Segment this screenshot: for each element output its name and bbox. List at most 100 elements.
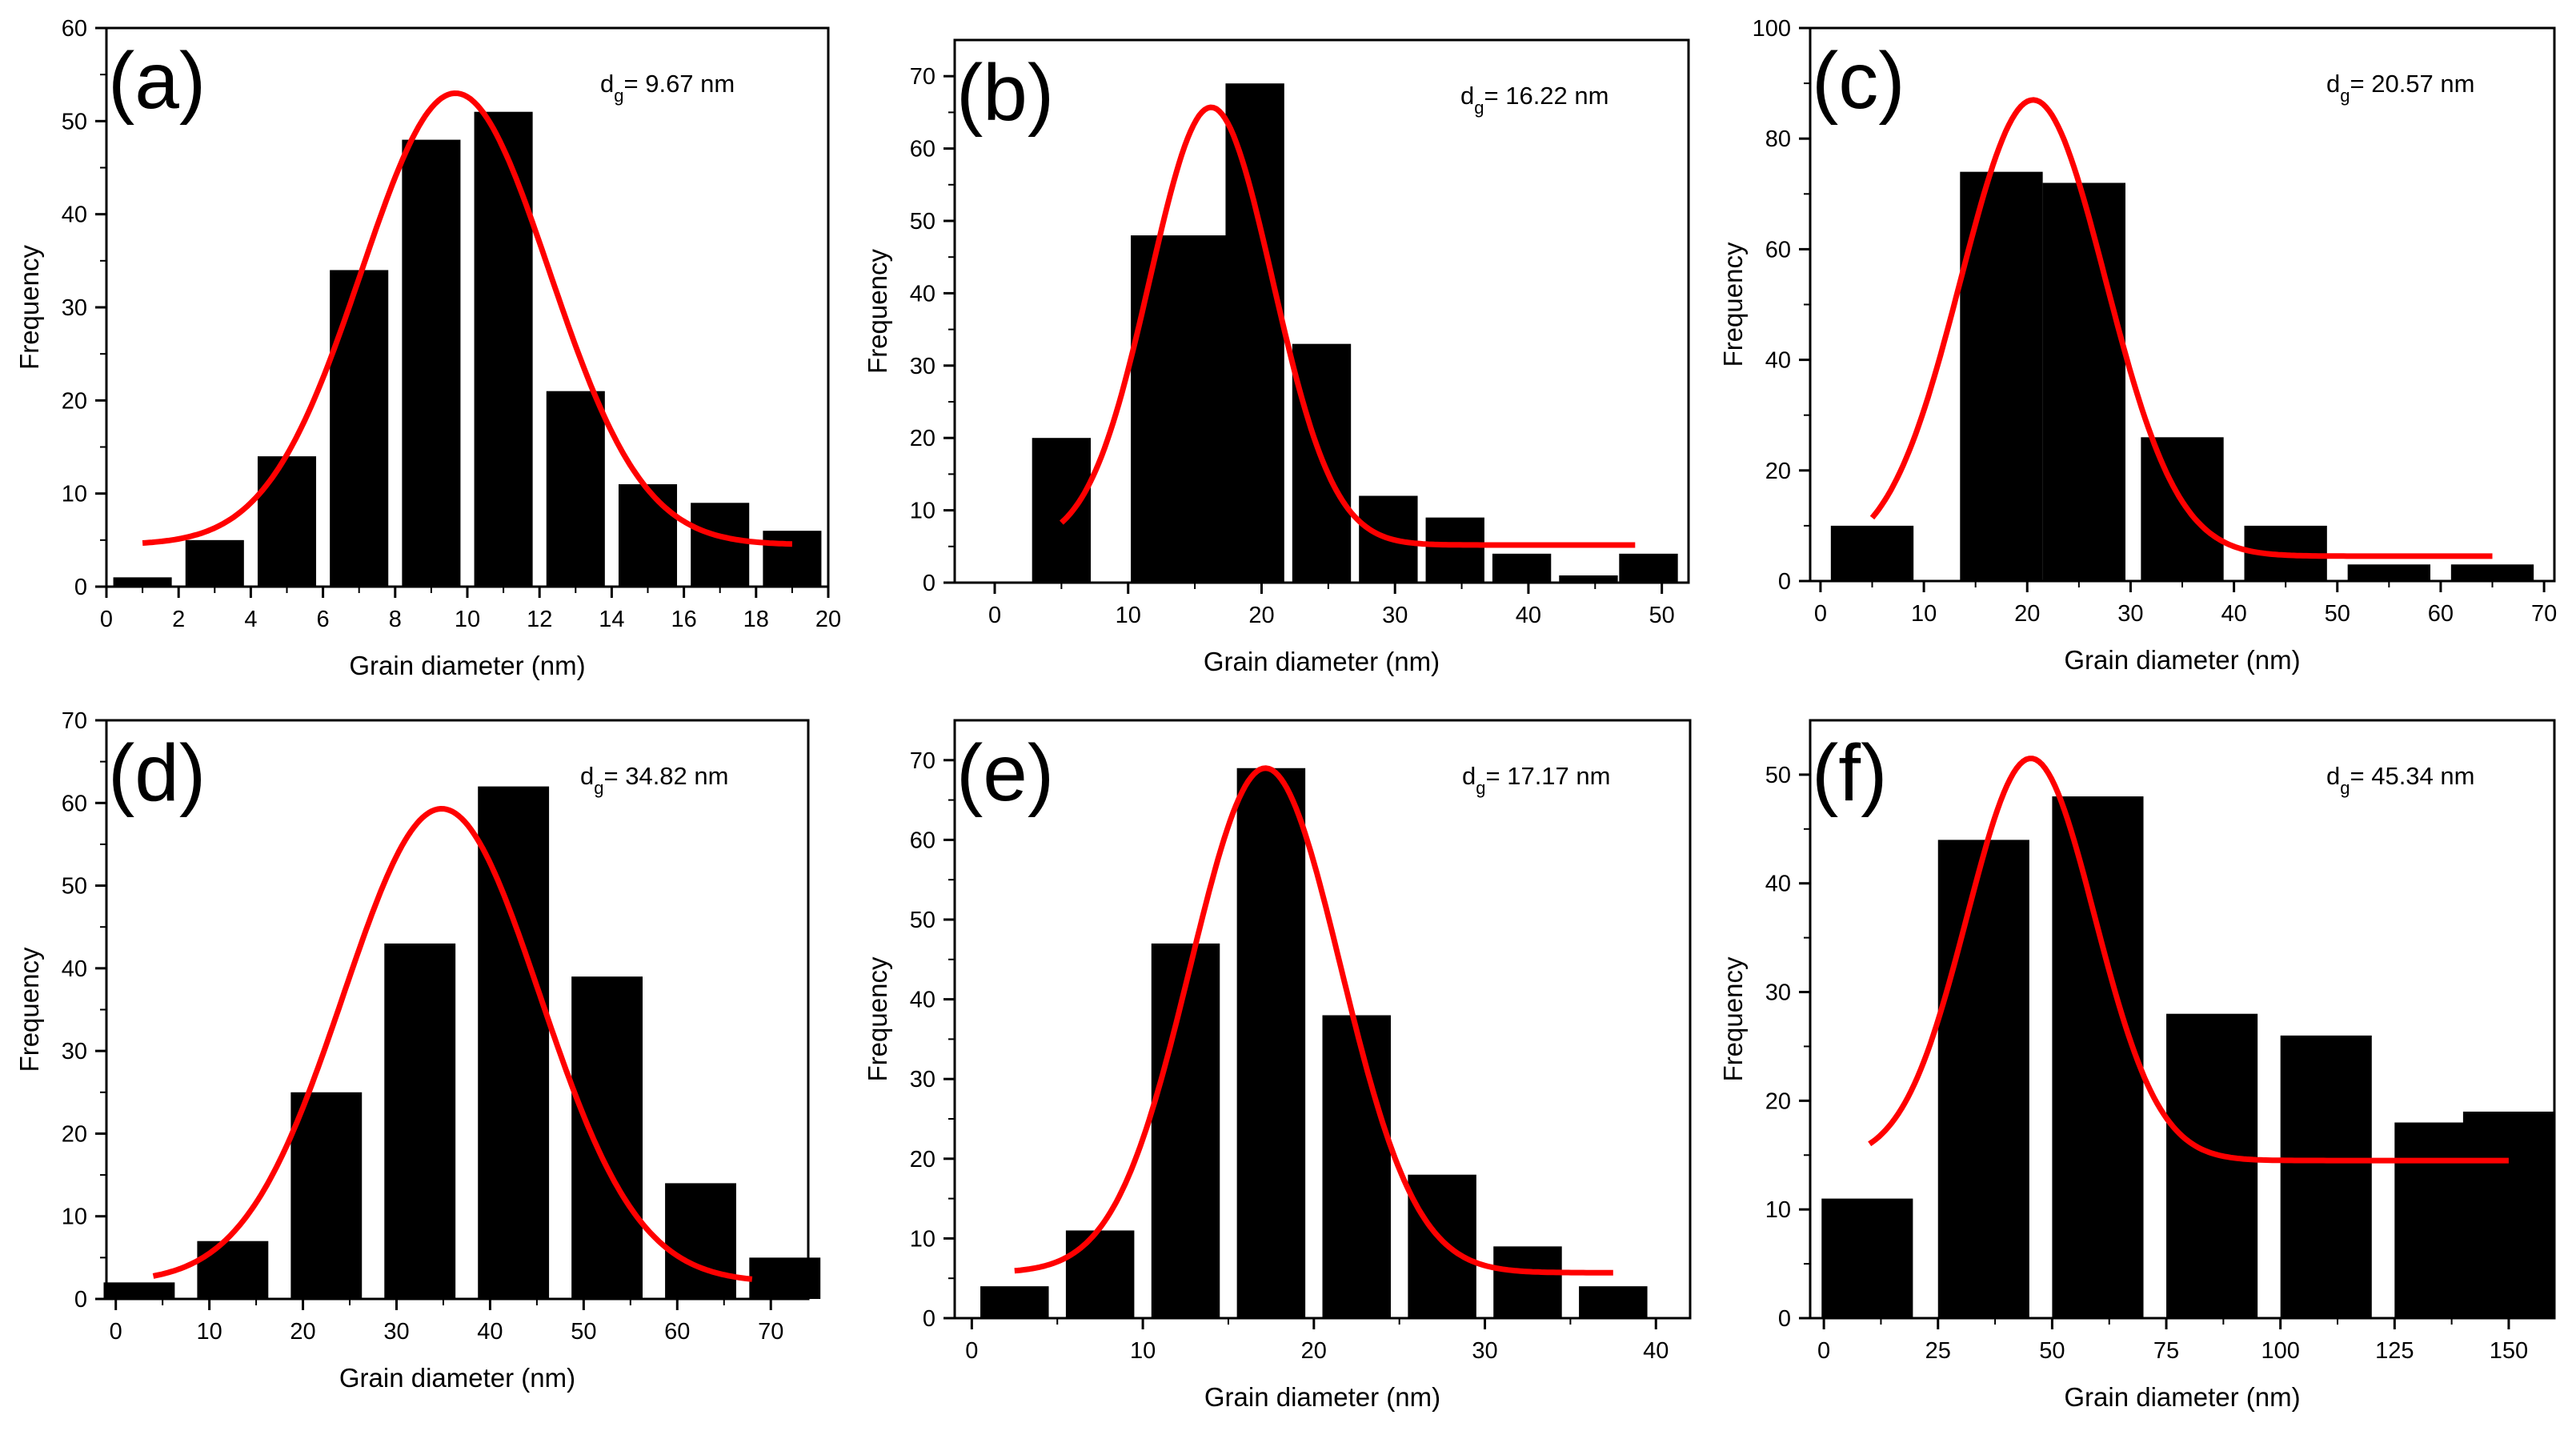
histogram-bar xyxy=(2462,1111,2554,1318)
x-tick-label: 8 xyxy=(389,607,402,632)
y-tick-label: 20 xyxy=(62,1121,87,1147)
x-tick-label: 50 xyxy=(2325,601,2350,627)
y-tick-label: 70 xyxy=(62,708,87,734)
histogram-bar xyxy=(330,270,389,587)
y-tick-label: 0 xyxy=(1778,569,1791,595)
y-tick-label: 0 xyxy=(74,1287,87,1313)
histogram-bar xyxy=(1322,1015,1391,1318)
x-tick-label: 25 xyxy=(1925,1338,1951,1364)
x-tick-label: 0 xyxy=(100,607,113,632)
y-tick-label: 40 xyxy=(62,202,87,228)
gaussian-fit-line xyxy=(152,806,753,1282)
y-tick-label: 70 xyxy=(910,748,935,774)
x-tick-label: 40 xyxy=(2221,601,2246,627)
chart-panel-e: 0 10 20 30 40 50 60 70 0 10 20 30 40 Grain diameter (… xyxy=(863,719,1692,1412)
histogram-bar xyxy=(1619,553,1678,583)
x-axis-label: Grain diameter (nm) xyxy=(2064,1382,2300,1412)
gaussian-fit-line xyxy=(1868,756,2509,1164)
x-tick-label: 40 xyxy=(1516,603,1541,628)
x-tick-label: 10 xyxy=(455,607,480,632)
y-tick-label: 50 xyxy=(910,209,935,234)
y-axis-label: Frequency xyxy=(863,956,892,1081)
y-tick-label: 40 xyxy=(1765,872,1791,897)
x-tick-label: 50 xyxy=(571,1319,596,1345)
histogram-bar xyxy=(290,1092,363,1299)
dg-annotation: dg= 45.34 nm xyxy=(2326,762,2474,798)
x-tick-label: 6 xyxy=(317,607,330,632)
histogram-bar xyxy=(691,503,750,587)
plot-frame xyxy=(953,719,1692,1320)
x-tick-label: 30 xyxy=(383,1319,409,1345)
y-tick-label: 30 xyxy=(62,1039,87,1064)
histogram-bar xyxy=(2052,796,2144,1318)
panel-label: (f) xyxy=(1812,728,1887,818)
y-tick-label: 40 xyxy=(1765,348,1791,374)
y-tick-label: 60 xyxy=(910,828,935,853)
y-axis-label: Frequency xyxy=(1718,242,1748,367)
gaussian-fit-line xyxy=(1869,97,2493,559)
y-axis-label: Frequency xyxy=(1718,956,1748,1081)
gaussian-fit-line xyxy=(142,90,792,547)
y-tick-label: 0 xyxy=(923,571,935,596)
histogram-bar xyxy=(1236,768,1306,1318)
y-tick-label: 30 xyxy=(1765,980,1791,1006)
x-tick-label: 4 xyxy=(244,607,257,632)
y-tick-label: 30 xyxy=(62,295,87,321)
y-tick-label: 20 xyxy=(910,426,935,451)
y-tick-label: 10 xyxy=(910,1226,935,1252)
x-tick-label: 20 xyxy=(2014,601,2040,627)
y-tick-label: 40 xyxy=(62,956,87,982)
x-tick-label: 10 xyxy=(1911,601,1937,627)
histogram-bar xyxy=(1579,1286,1648,1318)
histogram-bar xyxy=(665,1183,736,1299)
x-tick-label: 0 xyxy=(965,1338,978,1364)
y-tick-label: 0 xyxy=(923,1306,935,1332)
histogram-bar xyxy=(1493,1246,1562,1318)
x-tick-label: 75 xyxy=(2153,1338,2179,1364)
x-tick-label: 2 xyxy=(172,607,185,632)
y-axis-label: Frequency xyxy=(14,245,44,370)
x-tick-label: 16 xyxy=(671,607,696,632)
x-tick-label: 0 xyxy=(988,603,1001,628)
x-tick-label: 12 xyxy=(527,607,552,632)
chart-panel-f: 0 10 20 30 40 50 0 25 50 75 100 125 150 Grain diamete… xyxy=(1718,719,2556,1412)
histogram-bar xyxy=(1425,517,1484,583)
panel-label: (c) xyxy=(1812,36,1905,126)
y-tick-label: 10 xyxy=(62,482,87,507)
y-tick-label: 50 xyxy=(1765,763,1791,788)
histogram-bar xyxy=(749,1257,821,1299)
x-tick-label: 30 xyxy=(1472,1338,1497,1364)
y-tick-label: 10 xyxy=(910,499,935,524)
y-tick-label: 0 xyxy=(74,575,87,600)
y-tick-label: 10 xyxy=(62,1205,87,1230)
y-tick-label: 80 xyxy=(1765,126,1791,152)
histogram-bar xyxy=(402,139,461,587)
x-tick-label: 10 xyxy=(196,1319,222,1345)
y-tick-label: 60 xyxy=(62,791,87,816)
histogram-bar xyxy=(618,484,678,587)
histogram-bar xyxy=(103,1282,175,1299)
x-tick-label: 60 xyxy=(2428,601,2454,627)
gaussian-fit-line xyxy=(1014,765,1613,1276)
y-tick-label: 20 xyxy=(910,1147,935,1172)
panel-label: (d) xyxy=(108,728,206,818)
y-tick-label: 50 xyxy=(62,109,87,134)
histogram-bar xyxy=(1065,1230,1135,1318)
x-axis-label: Grain diameter (nm) xyxy=(349,651,585,680)
histogram-bar xyxy=(474,111,533,587)
x-tick-label: 40 xyxy=(477,1319,503,1345)
x-tick-label: 10 xyxy=(1116,603,1141,628)
histogram-bar xyxy=(1225,83,1284,583)
x-tick-label: 0 xyxy=(1814,601,1827,627)
x-axis-label: Grain diameter (nm) xyxy=(1204,647,1440,676)
histogram-bar xyxy=(1408,1174,1476,1318)
histogram-bar xyxy=(763,531,822,587)
x-tick-label: 50 xyxy=(1649,603,1675,628)
x-tick-label: 20 xyxy=(815,607,841,632)
histogram-bar xyxy=(1032,438,1092,583)
histogram-bar xyxy=(546,391,605,587)
histogram-bar xyxy=(2141,437,2224,581)
x-axis-label: Grain diameter (nm) xyxy=(1204,1382,1440,1412)
histogram-bar xyxy=(2166,1013,2258,1318)
dg-annotation: dg= 16.22 nm xyxy=(1460,82,1608,118)
